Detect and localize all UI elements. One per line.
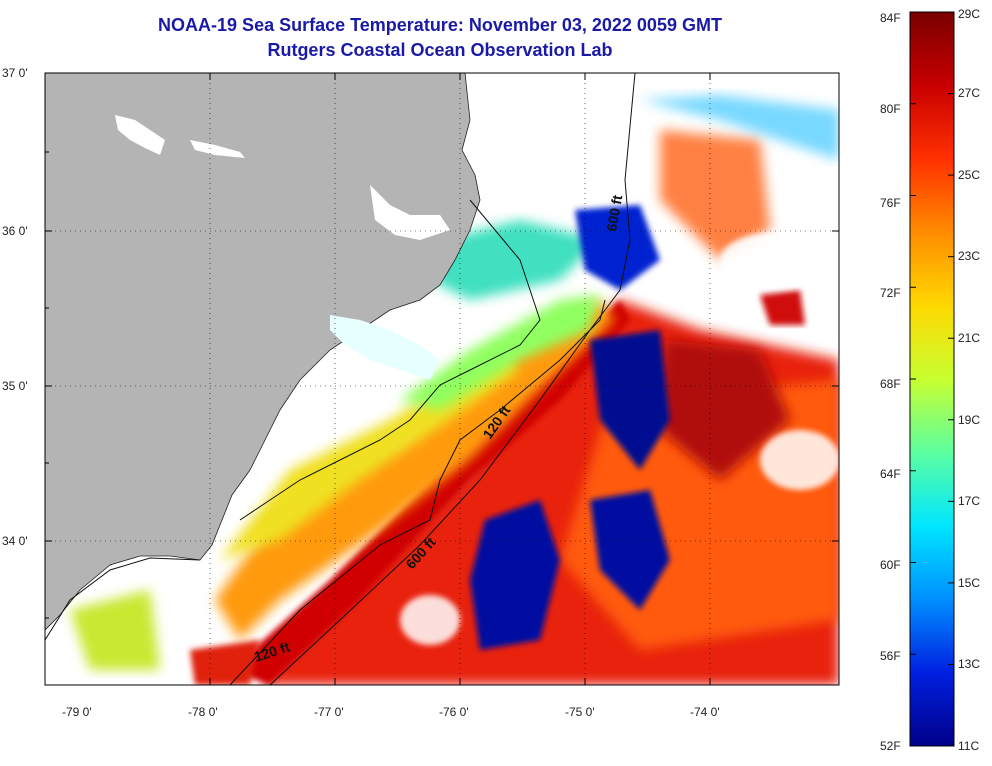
c-label: 13C bbox=[958, 657, 980, 671]
inland-lake-2 bbox=[190, 140, 245, 158]
colorbar-celsius-labels: 29C 27C 25C 23C 21C 19C 17C 15C 13C 11C bbox=[958, 7, 980, 753]
f-label: 68F bbox=[880, 377, 901, 391]
lon-label-79: -79 0' bbox=[62, 705, 92, 719]
ne-cool-patch bbox=[640, 95, 839, 160]
contour-120ft bbox=[229, 299, 606, 685]
f-label: 56F bbox=[880, 649, 901, 663]
ne-warm-patch bbox=[660, 130, 770, 260]
lon-label-75: -75 0' bbox=[565, 705, 595, 719]
map-title: NOAA-19 Sea Surface Temperature: Novembe… bbox=[158, 15, 722, 35]
cloud-patch-1 bbox=[450, 110, 590, 210]
lon-label-76: -76 0' bbox=[439, 705, 469, 719]
cold-eddy-north bbox=[575, 205, 660, 290]
southern-coastline bbox=[45, 557, 201, 641]
lon-label-78: -78 0' bbox=[188, 705, 218, 719]
lat-label-35: 35 0' bbox=[2, 379, 28, 393]
c-label: 15C bbox=[958, 576, 980, 590]
map-subtitle: Rutgers Coastal Ocean Observation Lab bbox=[267, 40, 613, 60]
graticule bbox=[45, 73, 839, 685]
c-label: 11C bbox=[958, 739, 979, 753]
cold-eddy-1 bbox=[470, 500, 560, 650]
sw-red-patch bbox=[190, 640, 260, 685]
colorbar bbox=[909, 11, 955, 747]
colorbar-fahrenheit-labels: 84F 80F 76F 72F 68F 64F 60F 56F 52F bbox=[880, 11, 901, 753]
albemarle-sound bbox=[370, 185, 450, 240]
inland-lake-1 bbox=[115, 115, 165, 155]
barrier-coastline bbox=[239, 199, 541, 521]
shelf-orange-water bbox=[215, 300, 615, 640]
lat-label-37: 37 0' bbox=[2, 66, 28, 80]
c-label: 21C bbox=[958, 331, 980, 345]
f-label: 76F bbox=[880, 196, 901, 210]
axis-ticks bbox=[45, 72, 839, 685]
c-label: 19C bbox=[958, 413, 980, 427]
cloud-patch-3 bbox=[760, 430, 839, 490]
c-label: 29C bbox=[958, 7, 980, 21]
sst-field: 600 ft 120 ft 600 ft 120 ft bbox=[45, 73, 839, 685]
f-label: 72F bbox=[880, 286, 901, 300]
c-label: 23C bbox=[958, 249, 980, 263]
cold-eddy-3 bbox=[590, 490, 670, 610]
contour-label-600ft-north: 600 ft bbox=[603, 193, 625, 232]
colorbar-ticks bbox=[910, 11, 954, 747]
lon-label-74: -74 0' bbox=[690, 705, 720, 719]
contour-600ft bbox=[269, 73, 636, 685]
lat-label-34: 34 0' bbox=[2, 534, 28, 548]
lat-label-36: 36 0' bbox=[2, 224, 28, 238]
c-label: 27C bbox=[958, 86, 980, 100]
land-mass bbox=[45, 73, 481, 631]
f-label: 60F bbox=[880, 558, 901, 572]
f-label: 52F bbox=[880, 739, 901, 753]
dark-red-water-region bbox=[660, 340, 790, 480]
cloud-patch-2 bbox=[720, 232, 839, 288]
map-frame bbox=[44, 72, 840, 686]
cloud-patch-4 bbox=[400, 595, 460, 645]
sound-cyan-water bbox=[430, 220, 600, 300]
ne-red-spot bbox=[760, 290, 805, 325]
lon-label-77: -77 0' bbox=[314, 705, 344, 719]
sw-yellow-patch bbox=[70, 590, 160, 670]
shelf-green-water bbox=[400, 295, 600, 410]
f-label: 64F bbox=[880, 467, 901, 481]
c-label: 25C bbox=[958, 168, 980, 182]
pamlico-sound bbox=[330, 315, 440, 380]
c-label: 17C bbox=[958, 494, 980, 508]
f-label: 84F bbox=[880, 11, 901, 25]
cold-eddy-2 bbox=[590, 330, 670, 470]
f-label: 80F bbox=[880, 102, 901, 116]
